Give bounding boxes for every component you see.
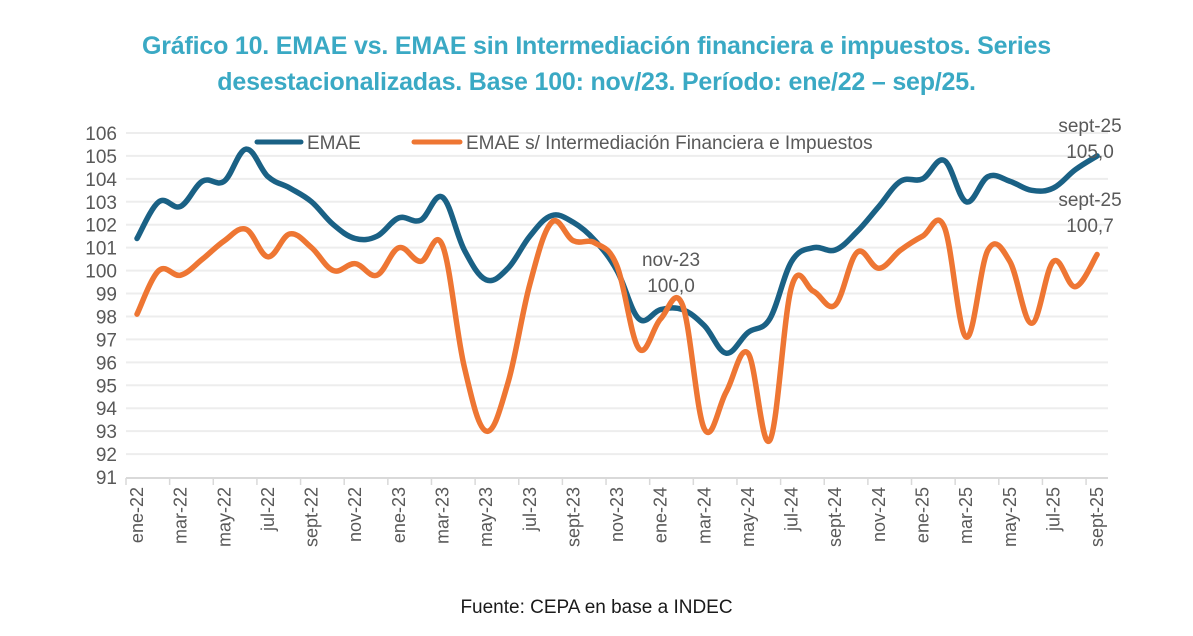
x-tick-label: may-25 [1000,487,1020,547]
source-note: Fuente: CEPA en base a INDEC [460,597,733,618]
chart-title: Gráfico 10. EMAE vs. EMAE sin Intermedia… [0,28,1193,100]
y-tick-label: 95 [96,376,117,397]
x-tick-label: ene-23 [389,487,409,543]
x-tick-label: sept-24 [825,487,845,547]
x-tick-label: may-23 [476,487,496,547]
y-tick-label: 97 [96,330,117,351]
y-tick-label: 98 [96,307,117,328]
y-tick-label: 91 [96,468,117,489]
data-labels: nov-23 100,0 sept-25 105,0 sept-25 100,7 [642,116,1122,297]
annotation-nov23-date: nov-23 [642,250,700,271]
annotation-emae-sept25-value: 105,0 [1066,142,1114,163]
x-tick-label: sept-22 [302,487,322,547]
chart-title-line-2: desestacionalizadas. Base 100: nov/23. P… [217,68,976,96]
y-tick-label: 100 [85,262,117,283]
y-tick-label: 103 [85,193,117,214]
y-tick-label: 92 [96,445,117,466]
y-tick-label: 96 [96,353,117,374]
x-tick-label: mar-25 [956,487,976,544]
x-tick-label: may-22 [214,487,234,547]
x-tick-label: nov-22 [345,487,365,542]
legend-label-emae-sin: EMAE s/ Intermediación Financiera e Impu… [466,133,873,154]
x-tick-label: sept-25 [1087,487,1107,547]
legend: EMAE EMAE s/ Intermediación Financiera e… [254,133,873,154]
legend-label-emae: EMAE [307,133,361,154]
x-tick-label: jul-22 [258,487,278,532]
annotation-emaesin-sept25-value: 100,7 [1066,216,1114,237]
y-tick-label: 104 [85,170,117,191]
x-tick-label: jul-23 [520,487,540,532]
x-tick-label: ene-25 [913,487,933,543]
x-tick-label: sept-23 [563,487,583,547]
x-tick-label: nov-23 [607,487,627,542]
x-axis: ene-22 mar-22 may-22 jul-22 sept-22 nov-22 ene… [125,477,1108,547]
y-tick-label: 102 [85,216,117,237]
y-tick-label: 93 [96,422,117,443]
annotation-nov23-value: 100,0 [647,276,695,297]
x-tick-label: ene-22 [127,487,147,543]
x-tick-label: mar-23 [432,487,452,544]
x-tick-label: jul-25 [1043,487,1063,532]
series-lines [134,146,1100,444]
y-tick-label: 94 [96,399,118,420]
x-tick-label: mar-22 [171,487,191,544]
annotation-emaesin-sept25-date: sept-25 [1058,190,1121,211]
x-tick-label: ene-24 [651,487,671,543]
x-tick-label: may-24 [738,487,758,547]
y-tick-label: 105 [85,147,117,168]
y-tick-label: 99 [96,285,117,306]
x-tick-label: nov-24 [869,487,889,542]
y-tick-label: 101 [85,239,117,260]
y-tick-label: 106 [85,124,117,145]
chart-title-line-1: Gráfico 10. EMAE vs. EMAE sin Intermedia… [142,32,1051,60]
annotation-emae-sept25-date: sept-25 [1058,116,1121,137]
x-tick-label: mar-24 [694,487,714,544]
x-tick-label: jul-24 [782,487,802,532]
series-line-emae-sin-intermediacion [134,217,1100,444]
